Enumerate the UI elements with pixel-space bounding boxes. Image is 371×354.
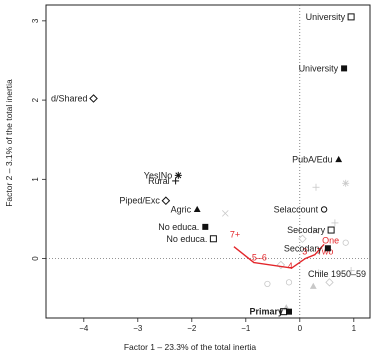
- trajectory-label: One: [322, 235, 339, 245]
- category-point-marker: [161, 196, 171, 206]
- x-tick-label: 0: [298, 324, 303, 333]
- category-point-label: No educa.: [158, 222, 199, 232]
- faint-point: [285, 279, 293, 286]
- faint-points: [221, 179, 355, 311]
- category-point-label: Piped/Exc: [119, 196, 160, 206]
- category-point-label: Yes|No: [144, 170, 173, 180]
- category-point-marker: [335, 155, 343, 163]
- category-point-marker: [89, 94, 98, 103]
- faint-point: [276, 260, 286, 270]
- x-tick-label: 1: [352, 324, 357, 333]
- faint-point: [342, 179, 350, 187]
- category-point-marker: [193, 205, 201, 213]
- x-tick-label: −3: [133, 324, 143, 333]
- faint-point: [315, 269, 323, 277]
- trajectory-label: 5–6: [252, 253, 267, 263]
- category-point-marker: [320, 206, 328, 213]
- category-point-marker: [341, 65, 348, 72]
- category-point-marker: [347, 13, 355, 21]
- category-point-label: University: [299, 63, 339, 73]
- plot-frame: [45, 4, 371, 319]
- faint-point: [309, 282, 317, 289]
- trajectory-line: [233, 243, 325, 269]
- zero-reference-lines: [46, 5, 370, 318]
- faint-point: [221, 210, 229, 217]
- faint-point: [325, 278, 334, 287]
- category-point-label: Secodary: [284, 243, 323, 253]
- category-point-label: University: [306, 12, 346, 22]
- category-point-marker: [209, 235, 217, 243]
- x-tick-label: −1: [241, 324, 251, 333]
- chart-annotation: Chile 1950–59: [308, 269, 366, 279]
- category-point-label: Agric: [171, 204, 192, 214]
- category-points: University University d/Shared PubA/Edu Yes|…: [51, 12, 355, 317]
- y-tick-label: 3: [31, 18, 40, 23]
- faint-point: [312, 183, 320, 191]
- category-point-label: No educa.: [166, 234, 207, 244]
- trajectory-label: 3: [302, 247, 307, 257]
- faint-point: [347, 266, 355, 274]
- trajectory-label: 4: [288, 261, 293, 271]
- faint-point: [298, 234, 307, 243]
- faint-point: [264, 280, 271, 288]
- y-tick-label: 0: [31, 256, 40, 261]
- faint-point: [312, 227, 320, 235]
- category-point-marker: [324, 245, 331, 252]
- category-point-label: Secodary: [287, 225, 326, 235]
- category-point-label: Primary: [249, 307, 283, 317]
- trajectory-label: Two: [317, 247, 334, 257]
- y-tick-label: 1: [31, 177, 40, 182]
- category-point-marker: [280, 308, 288, 316]
- x-axis-title: Factor 1 – 23.3% of the total inertia: [124, 342, 257, 352]
- category-point-label: d/Shared: [51, 94, 88, 104]
- category-point-marker: [172, 177, 180, 185]
- category-point-marker: [174, 171, 182, 179]
- trajectory: 7+ 5–6 43 Two One: [230, 230, 339, 271]
- category-point-label: Selaccount: [274, 204, 319, 214]
- faint-point: [331, 219, 339, 227]
- y-tick-label: 2: [31, 97, 40, 102]
- x-tick-label: −4: [79, 324, 89, 333]
- x-tick-label: −2: [187, 324, 197, 333]
- faint-point: [342, 239, 349, 246]
- category-point-label: PubA/Edu: [292, 155, 333, 165]
- category-point-label: Rural: [148, 176, 170, 186]
- x-axis-ticks: −4 −3 −2 −1 0 1: [79, 318, 357, 333]
- category-point-marker: [202, 223, 209, 230]
- trajectory-label: 7+: [230, 230, 240, 240]
- category-point-marker: [286, 308, 292, 315]
- category-point-marker: [327, 226, 335, 234]
- y-axis-ticks: 0 1 2 3: [31, 18, 46, 261]
- y-axis-title: Factor 2 – 3.1% of the total inertia: [4, 79, 14, 207]
